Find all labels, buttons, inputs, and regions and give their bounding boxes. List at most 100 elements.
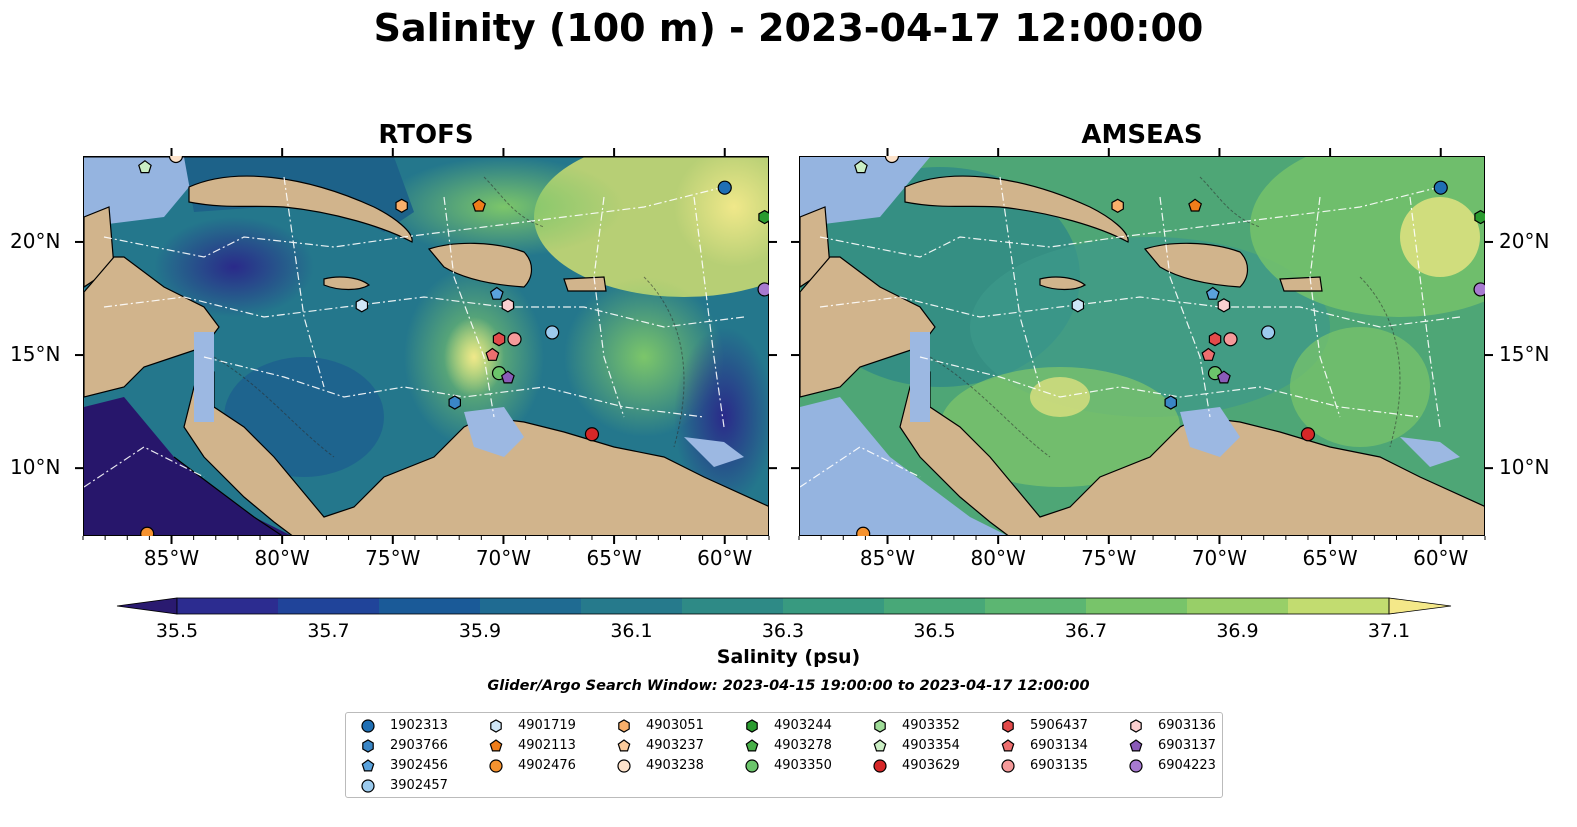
float-marker-4902113-amseas[interactable] xyxy=(1188,198,1203,212)
hexagon-marker-icon xyxy=(874,719,886,733)
float-marker-4903354-amseas[interactable] xyxy=(854,160,868,174)
colorbar-segment xyxy=(177,598,279,614)
legend-item-label: 6903137 xyxy=(1158,738,1216,753)
legend-item-label: 3902456 xyxy=(390,758,448,773)
map-amseas[interactable] xyxy=(799,156,1485,536)
pentagon-marker-icon xyxy=(745,739,759,752)
circle-marker-icon xyxy=(1129,759,1143,773)
legend-item-label: 2903766 xyxy=(390,738,448,753)
float-marker-3902456-rtofs[interactable] xyxy=(489,286,504,300)
lon-tick-label: 60°W xyxy=(1413,546,1469,570)
circle-marker-icon xyxy=(873,759,887,773)
float-marker-4903238-amseas[interactable] xyxy=(884,156,900,164)
float-marker-4901719-amseas[interactable] xyxy=(1071,298,1085,313)
colorbar-tick-label: 35.5 xyxy=(155,620,199,642)
float-marker-4903238-rtofs[interactable] xyxy=(168,156,184,164)
float-marker-4902476-amseas[interactable] xyxy=(856,526,871,536)
float-marker-6903137-rtofs[interactable] xyxy=(500,370,515,384)
float-marker-5906437-rtofs[interactable] xyxy=(492,332,506,347)
float-marker-6903134-rtofs[interactable] xyxy=(485,347,500,361)
float-marker-3902457-amseas[interactable] xyxy=(1261,325,1276,340)
float-marker-4903629-rtofs[interactable] xyxy=(584,427,600,442)
map-amseas-canvas xyxy=(800,157,1484,535)
circle-marker-icon xyxy=(361,779,375,793)
float-marker-2903766-amseas[interactable] xyxy=(1164,395,1177,410)
lon-tick-label: 75°W xyxy=(1081,546,1137,570)
colorbar-segment xyxy=(1288,598,1390,614)
colorbar-segment xyxy=(581,598,683,614)
float-marker-1902313-amseas[interactable] xyxy=(1433,180,1448,195)
lon-tick-label: 85°W xyxy=(859,546,916,570)
float-marker-4903354-rtofs[interactable] xyxy=(138,160,152,174)
colorbar-outline xyxy=(176,597,1390,615)
float-marker-6904223-rtofs[interactable] xyxy=(757,282,769,297)
float-marker-3902457-rtofs[interactable] xyxy=(545,325,560,340)
pentagon-marker-icon xyxy=(1129,739,1143,752)
colorbar-tick-label: 36.5 xyxy=(913,620,956,642)
lon-tick-label: 60°W xyxy=(697,546,753,570)
lat-tick-label-left: 20°N xyxy=(10,228,61,253)
legend-item-label: 6903134 xyxy=(1030,738,1088,753)
hexagon-marker-icon xyxy=(362,739,374,753)
legend-item-label: 4903352 xyxy=(902,718,960,733)
colorbar-segment xyxy=(480,598,582,614)
circle-marker-icon xyxy=(489,759,503,773)
legend-item-label: 4903354 xyxy=(902,738,960,753)
lat-tick-label-right: 20°N xyxy=(1499,228,1550,253)
float-marker-4901719-rtofs[interactable] xyxy=(355,298,369,313)
legend: 1902313 2903766 3902456 3902457 4901719 49021… xyxy=(345,712,1223,798)
axis-ticks xyxy=(75,148,1493,544)
colorbar-tick-label: 35.9 xyxy=(458,620,502,642)
lat-tick-label-right: 10°N xyxy=(1499,455,1550,480)
float-marker-4903244-amseas[interactable] xyxy=(1474,209,1485,225)
float-marker-2903766-rtofs[interactable] xyxy=(448,395,461,410)
lat-tick-label-right: 15°N xyxy=(1499,342,1550,367)
legend-item-label: 6904223 xyxy=(1158,758,1216,773)
float-marker-4903629-amseas[interactable] xyxy=(1300,427,1316,442)
colorbar-segment xyxy=(682,598,784,614)
float-markers-rtofs xyxy=(138,156,769,536)
float-marker-3902456-amseas[interactable] xyxy=(1205,286,1220,300)
search-window-caption: Glider/Argo Search Window: 2023-04-15 19… xyxy=(487,678,1090,694)
colorbar xyxy=(116,597,1452,615)
float-marker-6903136-rtofs[interactable] xyxy=(501,298,515,313)
map-rtofs[interactable] xyxy=(83,156,769,536)
colorbar-tick-label: 37.1 xyxy=(1367,620,1411,642)
legend-item-label: 4903238 xyxy=(646,758,704,773)
float-marker-6904223-amseas[interactable] xyxy=(1473,282,1485,297)
float-marker-4903051-rtofs[interactable] xyxy=(395,198,408,213)
legend-item-label: 4903350 xyxy=(774,758,832,773)
lon-tick-label: 70°W xyxy=(1191,546,1248,570)
legend-item-label: 4903278 xyxy=(774,738,832,753)
hexagon-marker-icon xyxy=(1002,719,1014,733)
float-marker-4902113-rtofs[interactable] xyxy=(472,198,487,212)
float-marker-6903136-amseas[interactable] xyxy=(1217,298,1231,313)
circle-marker-icon xyxy=(617,759,631,773)
panel-title-amseas: AMSEAS xyxy=(1081,120,1203,150)
lon-tick-label: 80°W xyxy=(970,546,1026,570)
lon-tick-label: 65°W xyxy=(1302,546,1358,570)
pentagon-marker-icon xyxy=(873,739,887,752)
float-marker-1902313-rtofs[interactable] xyxy=(717,180,732,195)
float-marker-6903135-rtofs[interactable] xyxy=(507,332,522,347)
legend-item-label: 1902313 xyxy=(390,718,448,733)
lon-tick-label: 75°W xyxy=(365,546,421,570)
colorbar-tick-label: 36.3 xyxy=(761,620,805,642)
legend-item-label: 6903135 xyxy=(1030,758,1088,773)
colorbar-segment xyxy=(379,598,481,614)
colorbar-tick-label: 36.9 xyxy=(1216,620,1259,642)
lon-tick-label: 65°W xyxy=(586,546,642,570)
float-marker-4902476-rtofs[interactable] xyxy=(140,526,155,536)
float-markers-amseas xyxy=(854,156,1485,536)
float-marker-5906437-amseas[interactable] xyxy=(1208,332,1222,347)
colorbar-segment xyxy=(1086,598,1188,614)
legend-item-label: 4903051 xyxy=(646,718,704,733)
float-marker-4903244-rtofs[interactable] xyxy=(758,209,769,225)
pentagon-marker-icon xyxy=(617,739,631,752)
float-marker-6903135-amseas[interactable] xyxy=(1223,332,1238,347)
hexagon-marker-icon xyxy=(1130,719,1142,733)
pentagon-marker-icon xyxy=(489,739,503,752)
float-marker-6903134-amseas[interactable] xyxy=(1201,347,1216,361)
float-marker-6903137-amseas[interactable] xyxy=(1216,370,1231,384)
float-marker-4903051-amseas[interactable] xyxy=(1111,198,1124,213)
